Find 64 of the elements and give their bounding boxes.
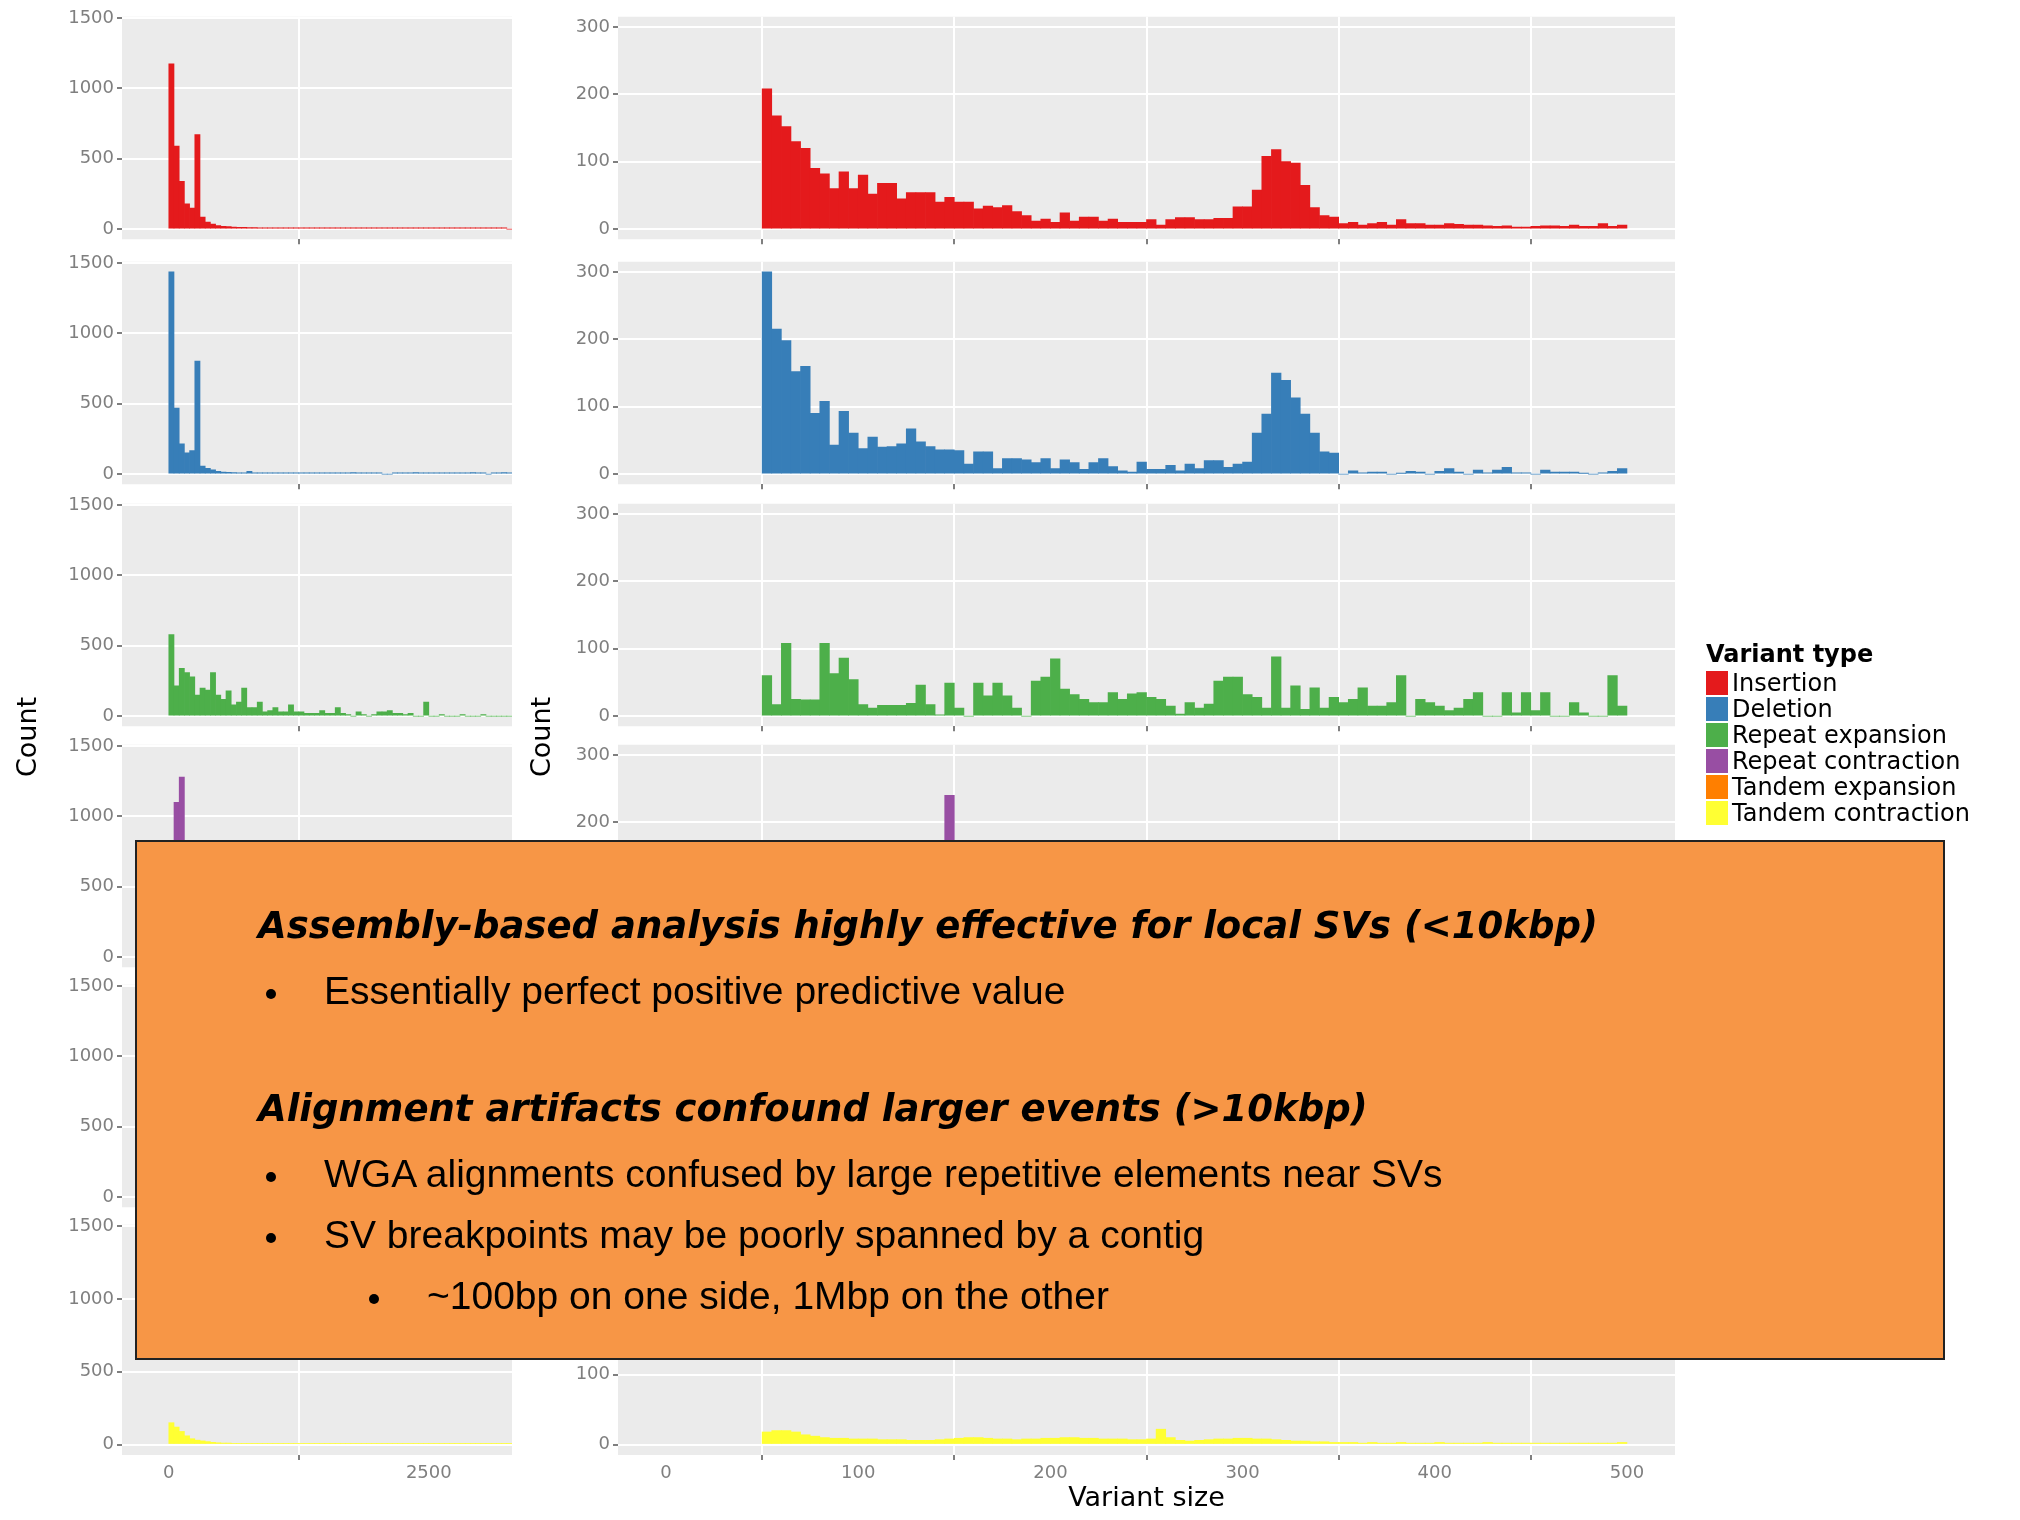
annotation: SV breakpoints may be poorly spanned by a contig [324, 1213, 1205, 1257]
y-tick-label: 1500 [68, 492, 114, 514]
y-tick-label: 1500 [68, 5, 114, 27]
y-tick-label: 500 [79, 874, 114, 896]
y-axis-title: Count [10, 696, 42, 778]
y-tick-label: 0 [102, 1432, 114, 1454]
y-tick-label: 1500 [68, 733, 114, 755]
x-tick-label: 300 [1225, 1461, 1260, 1483]
y-tick-label: 0 [102, 703, 114, 725]
y-tick-label: 0 [102, 216, 114, 238]
legend-label: Insertion [1732, 669, 1838, 697]
x-tick-label: 0 [163, 1461, 175, 1483]
y-tick-label: 0 [598, 461, 610, 483]
y-tick-label: 1000 [68, 563, 114, 585]
y-tick-label: 300 [575, 501, 610, 523]
y-tick-label: 1000 [68, 804, 114, 826]
y-tick-label: 0 [598, 216, 610, 238]
x-axis-title: Variant size [1068, 1480, 1225, 1512]
y-tick-label: 300 [575, 14, 610, 36]
legend-label: Tandem expansion [1732, 773, 1957, 801]
y-tick-label: 200 [575, 809, 610, 831]
y-tick-label: 1500 [68, 1213, 114, 1235]
annotation: ~100bp on one side, 1Mbp on the other [427, 1274, 1109, 1318]
y-tick-label: 500 [79, 633, 114, 655]
x-tick-label: 200 [1033, 1461, 1068, 1483]
y-tick-label: 1000 [68, 1044, 114, 1066]
x-tick-label: 0 [660, 1461, 672, 1483]
annotation: WGA alignments confused by large repetitive elements near SVs [324, 1152, 1443, 1196]
y-axis-title: Count [524, 696, 556, 778]
y-tick-label: 0 [102, 944, 114, 966]
y-tick-label: 500 [79, 391, 114, 413]
legend-label: Tandem contraction [1732, 799, 1970, 827]
legend-label: Repeat expansion [1732, 721, 1947, 749]
y-tick-label: 100 [575, 394, 610, 416]
y-tick-label: 0 [598, 703, 610, 725]
x-tick-label: 500 [1609, 1461, 1645, 1483]
x-tick-label: 400 [1417, 1461, 1452, 1483]
y-tick-label: 500 [79, 146, 114, 168]
y-tick-label: 0 [102, 1184, 114, 1206]
legend-label: Deletion [1732, 695, 1833, 723]
y-tick-label: 100 [575, 149, 610, 171]
y-tick-label: 200 [575, 326, 610, 348]
y-tick-label: 1000 [68, 76, 114, 98]
x-tick-label: 2500 [405, 1461, 452, 1483]
y-tick-label: 300 [575, 742, 610, 764]
y-tick-label: 1000 [68, 1286, 114, 1308]
x-tick-label: 100 [841, 1461, 876, 1483]
annotation: Assembly-based analysis highly effective for local SVs (<10kbp) [258, 904, 1598, 947]
y-tick-label: 300 [575, 259, 610, 281]
y-tick-label: 1500 [68, 973, 114, 995]
y-tick-label: 200 [575, 568, 610, 590]
y-tick-label: 100 [575, 1362, 610, 1384]
y-tick-label: 500 [79, 1114, 114, 1136]
annotation: Alignment artifacts confound larger events (>10kbp) [258, 1087, 1368, 1130]
legend-label: Repeat contraction [1732, 747, 1961, 775]
annotation: Essentially perfect positive predictive value [324, 969, 1066, 1013]
y-tick-label: 0 [598, 1432, 610, 1454]
y-tick-label: 200 [575, 81, 610, 103]
y-tick-label: 0 [102, 461, 114, 483]
y-tick-label: 1500 [68, 250, 114, 272]
y-tick-label: 500 [79, 1359, 114, 1381]
legend-title: Variant type [1706, 640, 1875, 668]
y-tick-label: 1000 [68, 321, 114, 343]
y-tick-label: 100 [575, 636, 610, 658]
